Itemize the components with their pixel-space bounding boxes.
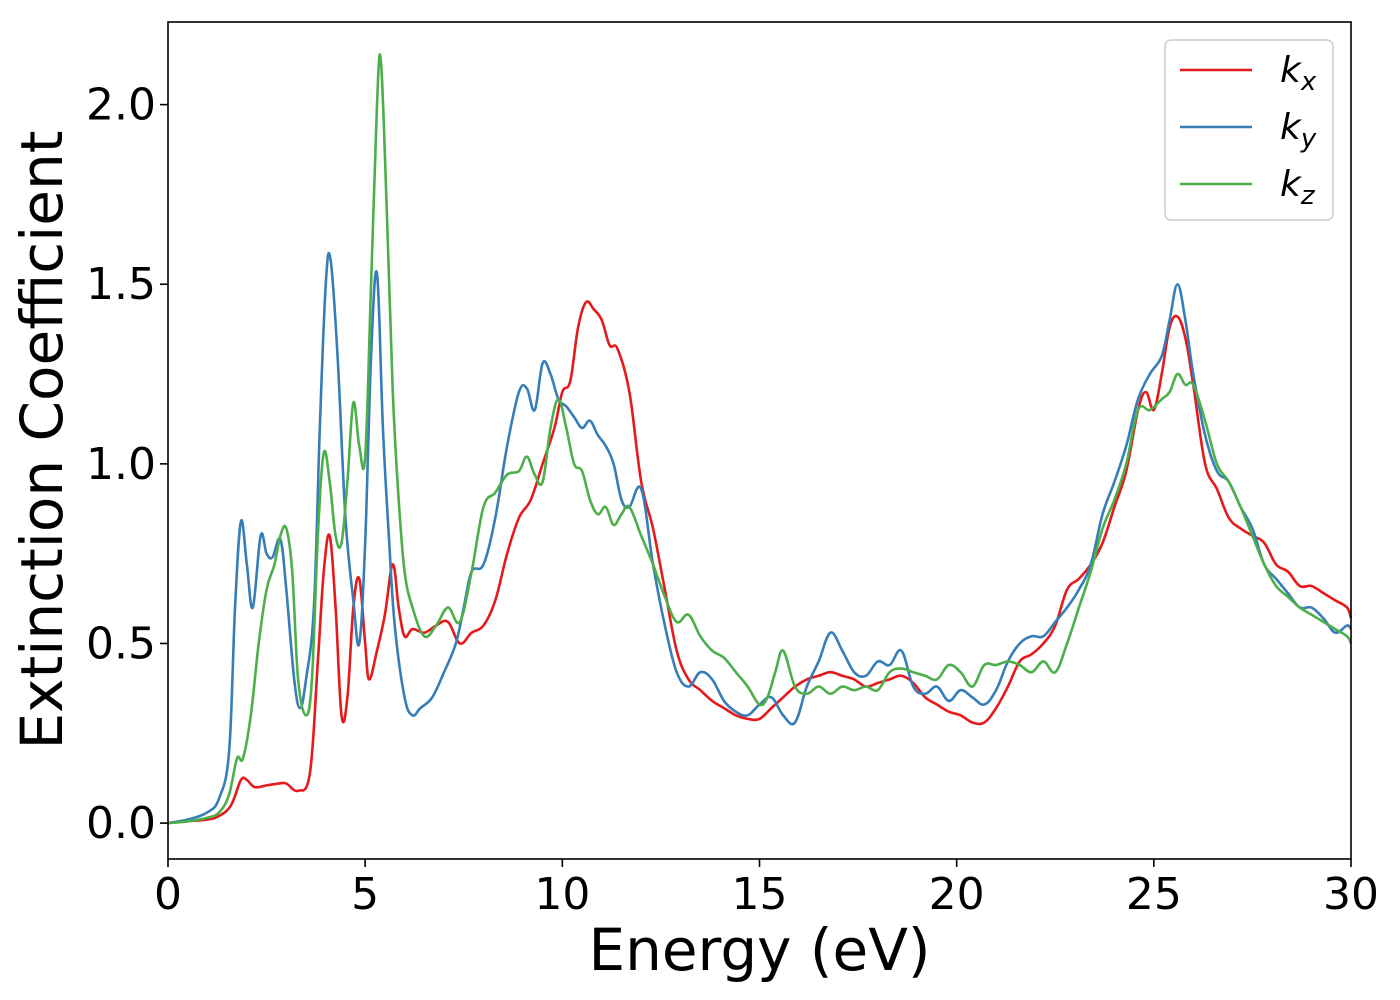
x-tick-label: 5 xyxy=(351,869,379,920)
x-tick-label: 10 xyxy=(534,869,590,920)
x-tick-label: 20 xyxy=(929,869,985,920)
series-line-y xyxy=(167,251,1353,825)
x-tick-label: 15 xyxy=(732,869,788,920)
x-tick-label: 30 xyxy=(1323,869,1379,920)
series-line-x xyxy=(167,300,1353,825)
y-axis-ticks: 0.0 0.5 1.0 1.5 2.0 xyxy=(86,80,168,849)
x-tick-label: 0 xyxy=(154,869,182,920)
y-axis-label: Extinction Coefficient xyxy=(8,131,76,750)
series-layer xyxy=(167,53,1353,825)
y-tick-label: 0.0 xyxy=(86,798,156,849)
legend-label-y: ky xyxy=(1280,107,1317,154)
legend-box xyxy=(1164,39,1334,221)
series-line-z xyxy=(167,53,1353,825)
y-tick-label: 1.0 xyxy=(86,439,156,490)
y-tick-label: 1.5 xyxy=(86,259,156,310)
y-tick-label: 2.0 xyxy=(86,80,156,131)
x-tick-label: 25 xyxy=(1126,869,1182,920)
y-tick-label: 0.5 xyxy=(86,618,156,669)
legend-label-z: kz xyxy=(1280,164,1316,211)
x-axis-ticks: 0 5 10 15 20 25 30 xyxy=(154,859,1379,920)
legend-label-x: kx xyxy=(1280,50,1317,97)
legend: kx ky kz xyxy=(1164,39,1334,221)
x-axis-label: Energy (eV) xyxy=(588,916,930,984)
